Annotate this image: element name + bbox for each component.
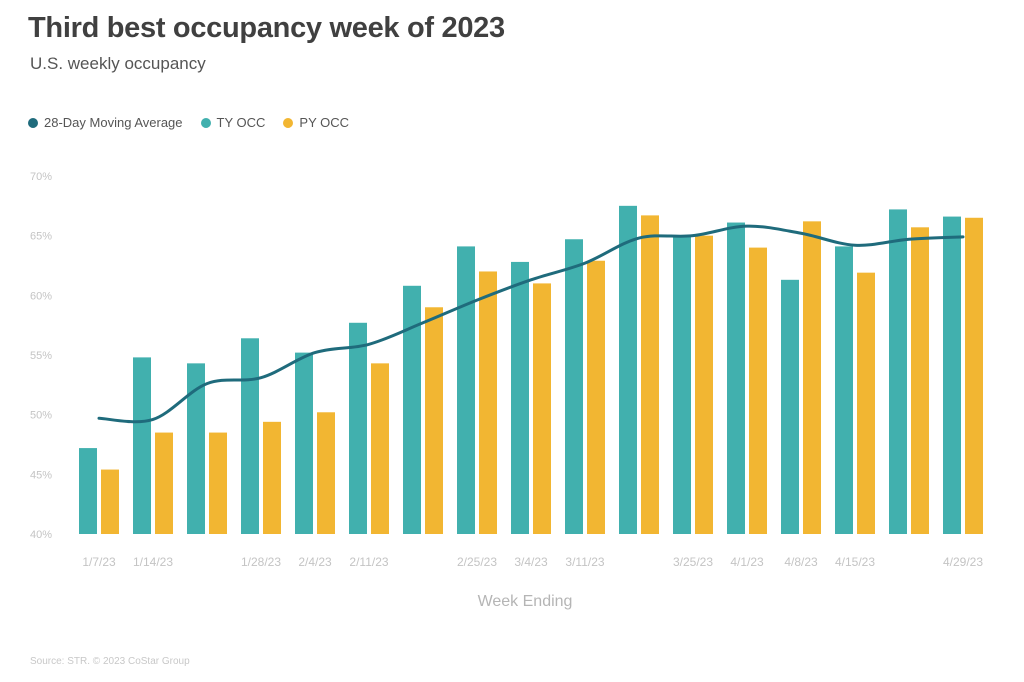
x-tick-label: 2/25/23 bbox=[457, 555, 497, 569]
bar-ty-occ bbox=[79, 448, 97, 534]
x-tick-label: 4/15/23 bbox=[835, 555, 875, 569]
bar-py-occ bbox=[263, 421, 281, 534]
bar-py-occ bbox=[695, 235, 713, 534]
bar-ty-occ bbox=[133, 357, 151, 534]
bar-py-occ bbox=[803, 221, 821, 534]
chart-title: Third best occupancy week of 2023 bbox=[28, 12, 505, 44]
x-tick-label: 3/11/23 bbox=[565, 555, 604, 569]
bar-py-occ bbox=[155, 432, 173, 534]
bar-py-occ bbox=[641, 215, 659, 534]
bar-ty-occ bbox=[457, 246, 475, 534]
y-tick-label: 55% bbox=[30, 350, 52, 362]
legend-label-py-occ: PY OCC bbox=[299, 115, 350, 130]
x-tick-label: 1/28/23 bbox=[241, 555, 281, 569]
bar-py-occ bbox=[857, 272, 875, 534]
legend-item-moving-average: 28-Day Moving Average bbox=[28, 115, 183, 130]
x-axis-title: Week Ending bbox=[478, 593, 573, 610]
bar-ty-occ bbox=[889, 209, 907, 534]
source-note: Source: STR. © 2023 CoStar Group bbox=[30, 656, 190, 667]
bar-ty-occ bbox=[241, 338, 259, 534]
x-tick-label: 2/11/23 bbox=[349, 555, 388, 569]
legend-label-ty-occ: TY OCC bbox=[216, 115, 266, 130]
bar-py-occ bbox=[587, 260, 605, 534]
bar-ty-occ bbox=[673, 235, 691, 534]
bar-ty-occ bbox=[295, 352, 313, 534]
bar-py-occ bbox=[911, 227, 929, 534]
y-tick-label: 65% bbox=[30, 231, 52, 243]
bar-ty-occ bbox=[403, 285, 421, 534]
x-tick-label: 4/1/23 bbox=[730, 555, 764, 569]
bar-py-occ bbox=[101, 469, 119, 534]
bar-py-occ bbox=[965, 217, 983, 534]
x-tick-label: 1/7/23 bbox=[82, 555, 116, 569]
bar-ty-occ bbox=[727, 222, 745, 535]
bar-ty-occ bbox=[187, 363, 205, 534]
y-tick-label: 45% bbox=[30, 469, 52, 481]
bar-ty-occ bbox=[565, 239, 583, 534]
bar-ty-occ bbox=[781, 279, 799, 534]
bar-py-occ bbox=[749, 247, 767, 534]
y-tick-label: 60% bbox=[30, 290, 52, 302]
bar-ty-occ bbox=[349, 322, 367, 534]
chart-subtitle: U.S. weekly occupancy bbox=[30, 54, 206, 73]
x-tick-label: 1/14/23 bbox=[133, 555, 173, 569]
bar-ty-occ bbox=[943, 216, 961, 534]
bar-py-occ bbox=[209, 432, 227, 534]
bar-ty-occ bbox=[619, 205, 637, 535]
y-tick-label: 40% bbox=[30, 529, 52, 541]
bar-py-occ bbox=[317, 412, 335, 534]
legend-swatch-ty-occ bbox=[200, 117, 211, 128]
bar-py-occ bbox=[425, 307, 443, 534]
y-tick-label: 70% bbox=[30, 171, 52, 183]
x-tick-label: 4/8/23 bbox=[784, 555, 818, 569]
bar-py-occ bbox=[533, 283, 551, 534]
legend-swatch-py-occ bbox=[283, 117, 294, 128]
legend-item-ty-occ: TY OCC bbox=[200, 115, 266, 130]
x-tick-label: 3/4/23 bbox=[514, 555, 548, 569]
y-tick-label: 50% bbox=[30, 410, 52, 422]
moving-average-line bbox=[97, 224, 965, 424]
x-tick-label: 4/29/23 bbox=[943, 555, 983, 569]
legend-item-py-occ: PY OCC bbox=[283, 115, 349, 130]
bar-py-occ bbox=[479, 271, 497, 534]
bar-py-occ bbox=[371, 363, 389, 534]
legend-swatch-moving-average bbox=[28, 117, 38, 128]
legend-label-moving-average: 28-Day Moving Average bbox=[44, 115, 183, 130]
bar-ty-occ bbox=[835, 246, 853, 534]
chart-legend: 28-Day Moving Average TY OCC PY OCC bbox=[28, 115, 349, 130]
x-tick-label: 3/25/23 bbox=[673, 555, 713, 569]
bar-ty-occ bbox=[511, 261, 529, 534]
x-tick-label: 2/4/23 bbox=[298, 555, 332, 569]
